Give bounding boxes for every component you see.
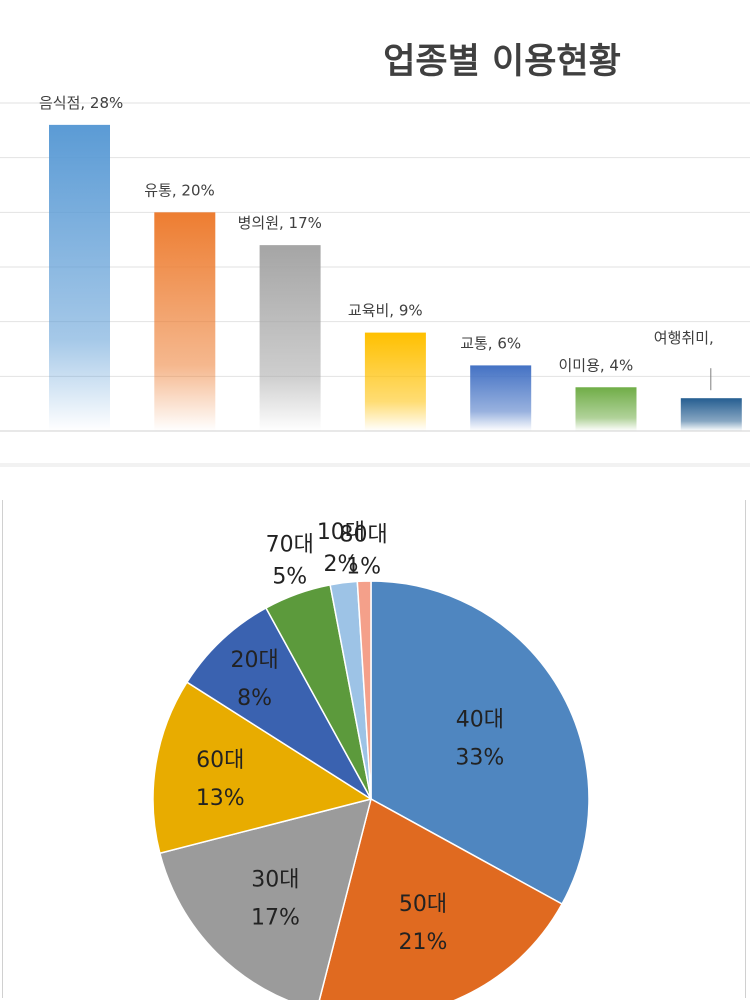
bar-유통 (154, 212, 216, 431)
bar-chart: 업종별 이용현황 음식점, 28% 유통, 20% 병의원, 17% 교육비, 9% 교… (0, 42, 750, 432)
bar-음식점 (49, 124, 110, 431)
pie-category-label: 50대 (399, 892, 447, 917)
pie-slice-40대 (370, 580, 590, 906)
bar-병의원 (259, 245, 321, 431)
pie-slice-30대 (158, 797, 373, 1000)
pie-percent-label: 17% (251, 906, 300, 931)
chart-divider (0, 463, 750, 467)
bar-교육비 (364, 332, 426, 431)
bar-data-labels: 음식점, 28% 유통, 20% 병의원, 17% 교육비, 9% 교통, 6% 이미용,… (39, 94, 714, 391)
bar-data-label: 여행취미, (654, 329, 714, 347)
bar-data-label: 이미용, 4% (559, 356, 634, 374)
pie-category-label: 10대 (317, 520, 365, 545)
pie-slices (152, 580, 590, 1000)
bar-chart-title: 업종별 이용현황 (383, 42, 621, 82)
pie-slice-80대 (356, 580, 372, 800)
pie-percent-label: 8% (237, 686, 272, 711)
pie-data-labels: 40대 33% 50대 21% 30대 17% 60대 13% 20대 8% 70대 5% 10대 2% 8… (196, 520, 504, 955)
pie-percent-label: 21% (398, 930, 447, 955)
bar-gridlines (0, 102, 750, 432)
pie-slice-50대 (318, 797, 564, 1000)
bar-series (49, 124, 742, 431)
bar-교통 (470, 365, 532, 431)
pie-percent-label: 13% (196, 786, 245, 811)
bar-data-label: 교육비, 9% (348, 302, 423, 320)
pie-percent-label: 1% (346, 555, 381, 580)
pie-category-label: 30대 (251, 868, 299, 893)
pie-category-label: 70대 (266, 532, 314, 557)
bar-data-label: 병의원, 17% (238, 214, 322, 232)
pie-category-label: 40대 (456, 708, 504, 733)
pie-slice-20대 (185, 606, 372, 800)
bar-이미용 (575, 387, 637, 431)
bar-여행취미 (680, 398, 742, 431)
pie-percent-label: 2% (323, 552, 358, 577)
pie-category-label: 80대 (339, 523, 387, 548)
pie-category-label: 20대 (230, 648, 278, 673)
pie-category-label: 60대 (196, 748, 244, 773)
pie-percent-label: 33% (455, 746, 504, 771)
pie-percent-label: 5% (272, 564, 307, 589)
pie-chart: 40대 33% 50대 21% 30대 17% 60대 13% 20대 8% 70대 5% 10대 2% 8… (152, 520, 590, 1000)
bar-data-label: 유통, 20% (144, 181, 214, 199)
bar-data-label: 교통, 6% (460, 334, 521, 352)
pie-slice-60대 (152, 681, 373, 855)
bar-data-label: 음식점, 28% (39, 94, 123, 112)
